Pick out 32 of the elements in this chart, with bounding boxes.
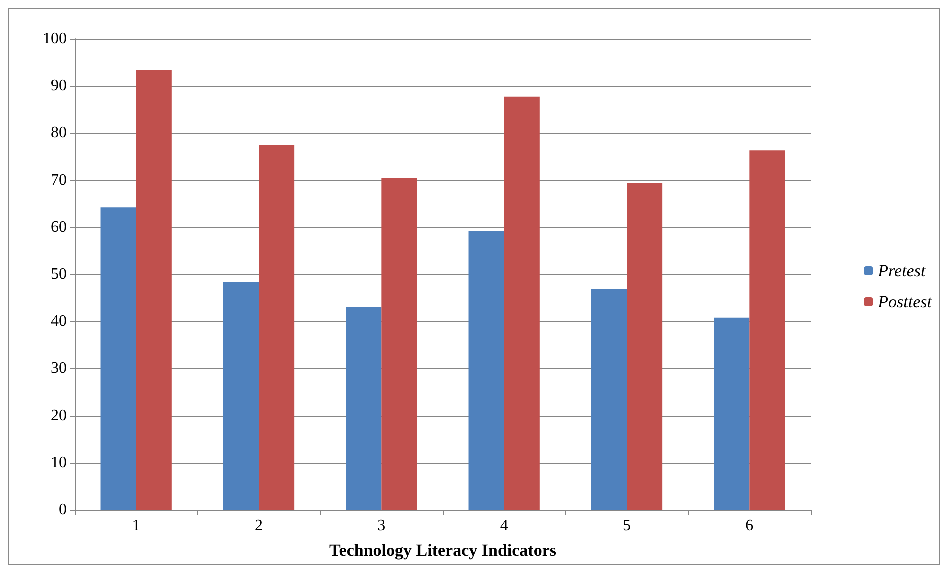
x-tick-label: 2	[255, 518, 263, 534]
bar	[100, 208, 136, 510]
x-tick-label: 3	[378, 518, 386, 534]
y-tick-label: 0	[59, 502, 67, 518]
x-tick-label: 1	[132, 518, 140, 534]
legend-label: Posttest	[877, 292, 934, 312]
y-tick-label: 80	[51, 124, 67, 142]
bar	[382, 178, 418, 510]
legend-label: Pretest	[877, 262, 927, 280]
bar	[627, 183, 663, 510]
bar	[504, 96, 540, 510]
bar	[136, 70, 172, 510]
x-tick-label: 4	[500, 518, 508, 534]
y-tick-label: 40	[51, 313, 67, 330]
x-tick-label: 5	[623, 518, 631, 534]
y-tick-label: 50	[51, 266, 67, 283]
y-tick-label: 30	[51, 360, 67, 378]
y-tick-label: 10	[51, 454, 67, 472]
y-tick-label: 70	[51, 172, 67, 189]
x-tick-label: 6	[746, 518, 754, 534]
bar	[750, 150, 786, 510]
bar	[259, 144, 295, 510]
bar	[346, 307, 382, 510]
y-tick-label: 90	[51, 78, 67, 95]
bar	[468, 231, 504, 510]
x-axis-title: Technology Literacy Indicators	[330, 541, 557, 560]
y-tick-label: 60	[51, 218, 67, 236]
bar	[223, 282, 259, 510]
bar	[714, 318, 750, 510]
bar	[591, 289, 627, 510]
y-tick-label: 100	[43, 30, 67, 48]
y-tick-label: 20	[51, 407, 67, 424]
